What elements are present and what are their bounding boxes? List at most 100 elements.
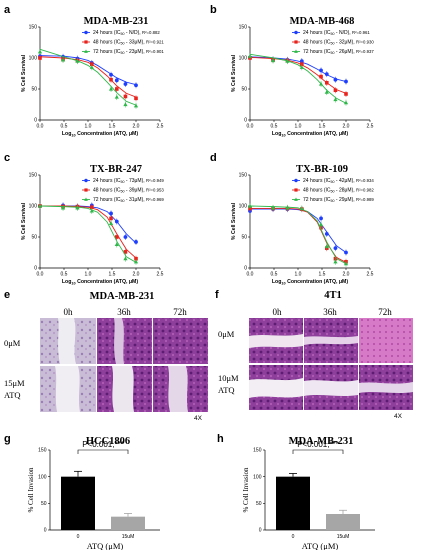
y-tick-label: 0 xyxy=(34,118,37,124)
data-point xyxy=(270,205,276,210)
legend-marker xyxy=(294,40,298,44)
data-point xyxy=(324,232,329,236)
row-label-treated-line1: 10μM xyxy=(218,373,239,383)
micrograph-title: MDA-MB-231 xyxy=(90,291,155,302)
micrograph-image xyxy=(359,318,413,363)
x-tick-label: 1.0 xyxy=(85,272,92,278)
series-line-blue xyxy=(39,55,137,86)
series-line-red xyxy=(40,205,137,259)
data-point xyxy=(299,59,304,63)
data-point xyxy=(37,203,43,208)
data-point xyxy=(285,58,290,63)
legend-label: 24 hours (IC50 - N/D), R²=0.961 xyxy=(303,30,370,36)
y-tick-label: 0 xyxy=(244,266,247,272)
p-value-label: P<0.001,*** xyxy=(82,440,124,449)
y-tick-label: 150 xyxy=(239,173,248,179)
panel-letter-h: h xyxy=(217,433,224,445)
data-point xyxy=(324,89,329,94)
y-tick-label: 0 xyxy=(244,118,247,124)
data-point xyxy=(109,211,113,216)
data-point xyxy=(325,81,329,85)
data-point xyxy=(319,68,323,73)
legend-marker xyxy=(84,188,88,192)
y-tick-label: 0 xyxy=(34,266,37,272)
micrograph-image xyxy=(249,318,303,363)
data-point xyxy=(90,205,94,210)
series-line-green xyxy=(249,53,347,104)
panel-letter-d: d xyxy=(210,152,217,164)
y-tick-label: 50 xyxy=(256,501,262,507)
data-point xyxy=(123,82,128,86)
series-line-red xyxy=(249,56,347,94)
legend-label: 72 hours (IC50 - 23μM), R²=0.901 xyxy=(93,49,164,55)
data-point xyxy=(75,205,80,210)
x-tick-label: 2.5 xyxy=(367,124,374,130)
series-line-blue xyxy=(249,56,347,82)
data-point xyxy=(344,79,348,84)
data-point xyxy=(343,100,349,105)
data-point xyxy=(343,261,349,266)
significance-bracket xyxy=(292,449,344,454)
data-point xyxy=(114,78,119,83)
data-point xyxy=(109,72,113,77)
series-line-blue xyxy=(250,208,347,253)
line-chart-a: a MDA-MB-231 0 50 100 150 0.0 0.5 1.0 1.5 2.0 2.5… xyxy=(4,4,164,138)
y-tick-label: 0 xyxy=(259,528,262,534)
micrograph-image xyxy=(40,318,96,364)
data-point xyxy=(115,235,119,239)
data-point xyxy=(319,216,323,221)
x-tick-label: 2.5 xyxy=(157,272,164,278)
data-point xyxy=(108,221,114,225)
legend-marker xyxy=(294,188,298,192)
micrograph-image xyxy=(97,366,152,412)
time-label-36h: 36h xyxy=(323,307,337,317)
micrograph-image xyxy=(249,365,303,410)
data-point xyxy=(38,56,42,60)
data-point xyxy=(324,72,329,77)
line-chart-b: b MDA-MB-468 0 50 100 150 0.0 0.5 1.0 1.5 2.0 2.5… xyxy=(210,4,374,138)
micrograph-image xyxy=(153,318,208,364)
y-tick-label: 150 xyxy=(239,25,248,31)
x-tick-label: 15uM xyxy=(122,534,135,540)
x-tick-label: 0.5 xyxy=(271,124,278,130)
x-tick-label: 2.0 xyxy=(133,272,140,278)
micrograph-title: 4T1 xyxy=(324,290,342,301)
data-point xyxy=(133,103,139,108)
data-point xyxy=(333,259,338,264)
data-point xyxy=(89,65,94,69)
y-tick-label: 50 xyxy=(241,87,247,93)
bar-chart-g: g HCC1806 0 50 100 150 0 15uM P<0.001,*** % Cel… xyxy=(4,433,160,550)
y-tick-label: 50 xyxy=(41,501,47,507)
y-tick-label: 50 xyxy=(31,235,37,241)
legend-label: 48 hours (IC50 - 32μM), R²=0.930 xyxy=(303,40,374,46)
x-tick-label: 2.0 xyxy=(133,124,140,130)
data-point xyxy=(60,57,66,62)
legend-marker xyxy=(84,49,88,53)
chart-title: MDA-MB-231 xyxy=(289,436,354,447)
data-point xyxy=(324,244,329,248)
y-axis-label: % Cell Survival xyxy=(231,54,237,92)
chart-title: HCC1806 xyxy=(86,436,130,447)
x-tick-label: 2.0 xyxy=(343,124,350,130)
data-point xyxy=(115,87,119,91)
y-axis-label: % Cell Invasion xyxy=(242,467,250,513)
legend-label: 72 hours (IC50 - 31μM), R²=0.969 xyxy=(93,197,164,203)
x-axis-label: Log10 Concentration (ATQ, μM) xyxy=(62,131,138,138)
x-tick-label: 0 xyxy=(292,534,295,540)
x-axis-label: ATQ (μM) xyxy=(302,541,339,550)
panel-letter-a: a xyxy=(4,4,11,16)
data-point xyxy=(333,88,338,93)
legend-label: 72 hours (IC50 - 26μM), R²=0.937 xyxy=(303,49,374,55)
row-label-treated-line2: ATQ xyxy=(4,390,21,400)
x-axis-label: ATQ (μM) xyxy=(87,541,124,550)
time-label-36h: 36h xyxy=(117,307,131,317)
y-tick-label: 150 xyxy=(29,173,38,179)
x-tick-label: 15uM xyxy=(337,534,350,540)
x-tick-label: 2.5 xyxy=(367,272,374,278)
data-point xyxy=(123,256,128,261)
data-point xyxy=(299,206,304,211)
micrograph-image xyxy=(40,366,96,412)
micrograph-image xyxy=(359,365,413,410)
data-point xyxy=(247,53,253,58)
series-line-red xyxy=(250,208,347,263)
